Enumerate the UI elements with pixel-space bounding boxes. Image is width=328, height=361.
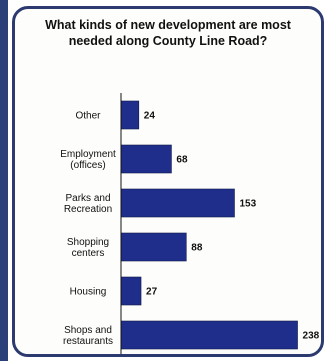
chart-card: What kinds of new development are most n… [12, 6, 324, 357]
bar-other [121, 101, 139, 129]
value-label-other: 24 [144, 111, 156, 122]
category-label-housing: Housing [70, 287, 107, 298]
bar-parks-and-recreation [121, 189, 234, 217]
bar-housing [121, 277, 141, 305]
category-label-parks-and-recreation: Parks and Recreation [64, 193, 112, 215]
category-label-other: Other [75, 111, 101, 122]
category-label-shopping-centers: Shopping centers [67, 237, 109, 259]
bar-chart: Other 24 Employment (offices) 68 Parks and Rec… [15, 9, 321, 354]
category-label-shops-and-restaurants: Shops and restaurants [63, 325, 113, 347]
value-label-employment-offices: 68 [176, 155, 188, 166]
value-label-housing: 27 [146, 287, 158, 298]
value-label-shopping-centers: 88 [191, 243, 203, 254]
bar-shops-and-restaurants [121, 321, 298, 349]
left-edge-strip [0, 0, 8, 361]
category-label-employment-offices: Employment (offices) [60, 149, 116, 171]
value-label-parks-and-recreation: 153 [239, 199, 256, 210]
bar-employment-offices [121, 145, 171, 173]
value-label-shops-and-restaurants: 238 [303, 331, 320, 342]
bar-shopping-centers [121, 233, 186, 261]
